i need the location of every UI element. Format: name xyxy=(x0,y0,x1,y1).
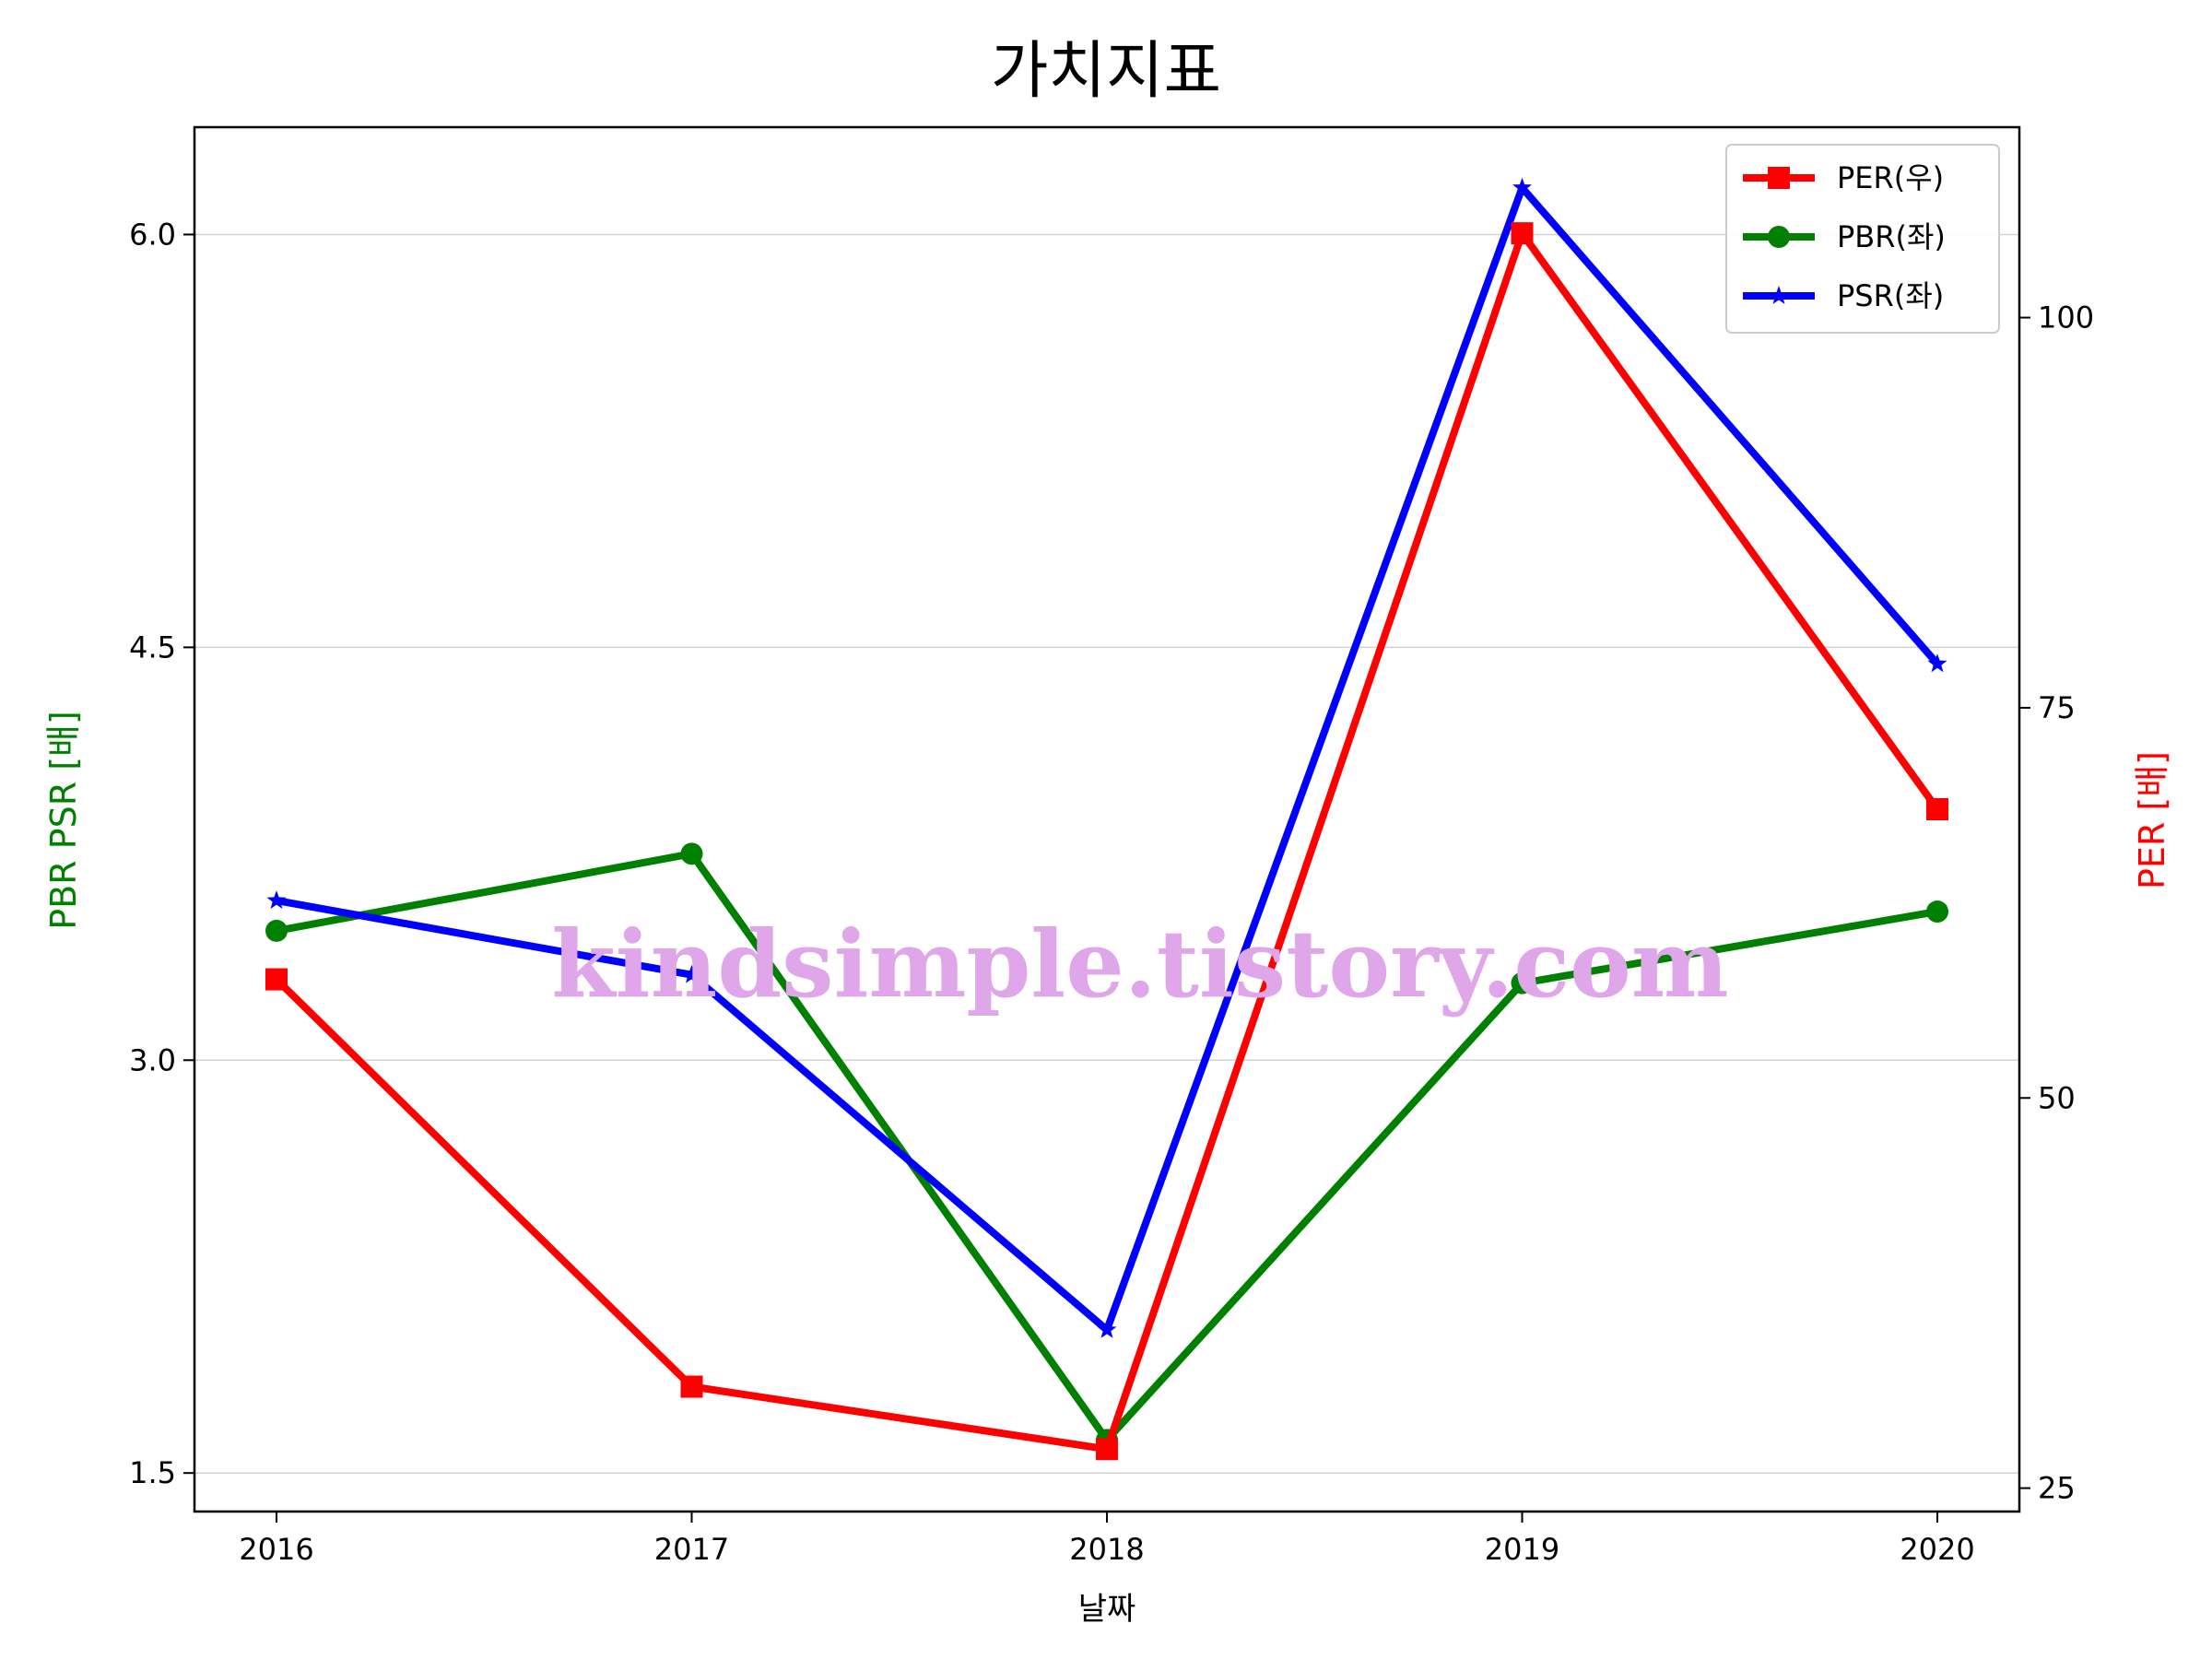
y-right-tick-label: 50 xyxy=(2038,1080,2076,1115)
y-axis-left: 1.5 3.0 4.5 6.0 xyxy=(129,217,194,1490)
y-left-tick-label: 1.5 xyxy=(129,1455,176,1490)
x-axis: 2016 2017 2018 2019 2020 xyxy=(239,1512,1975,1567)
data-point xyxy=(1927,653,1947,673)
legend-label: PSR(좌) xyxy=(1837,278,1944,313)
data-point xyxy=(1097,1319,1117,1338)
legend-marker xyxy=(1769,286,1789,304)
x-axis-label: 날짜 xyxy=(1078,1591,1136,1628)
series-square xyxy=(265,222,1948,1461)
data-point xyxy=(680,842,703,865)
legend-marker xyxy=(1768,167,1790,189)
y-axis-right: 25 50 75 100 xyxy=(2019,300,2094,1506)
y-left-tick-label: 3.0 xyxy=(129,1042,176,1077)
legend: PER(우) PBR(좌) PSR(좌) xyxy=(1725,144,2000,334)
data-point xyxy=(1511,222,1534,245)
series-line xyxy=(276,183,1941,1334)
legend-item: PBR(좌) xyxy=(1743,219,1946,254)
data-point xyxy=(1096,1438,1118,1461)
data-point xyxy=(1512,177,1532,196)
data-point xyxy=(682,964,701,983)
legend-item: PER(우) xyxy=(1743,160,1944,195)
series-line xyxy=(274,229,1941,1453)
legend-label: PER(우) xyxy=(1837,160,1944,195)
data-point xyxy=(1926,900,1948,924)
x-tick-label: 2018 xyxy=(1069,1532,1144,1567)
y-right-tick-label: 100 xyxy=(2038,300,2094,335)
series-star xyxy=(266,177,1947,1338)
legend-box xyxy=(1725,144,2000,334)
watermark: kindsimple.tistory.com xyxy=(551,910,1728,1018)
data-point xyxy=(265,968,288,991)
x-tick-label: 2016 xyxy=(239,1532,313,1567)
y-axis-right-label: PER [배] xyxy=(2132,751,2172,889)
data-point xyxy=(266,890,287,909)
chart-title: 가치지표 xyxy=(991,35,1221,108)
y-left-tick-label: 4.5 xyxy=(129,629,176,665)
grid xyxy=(194,233,2019,1474)
x-tick-label: 2019 xyxy=(1485,1532,1559,1567)
x-tick-label: 2020 xyxy=(1900,1532,1974,1567)
y-left-tick-label: 6.0 xyxy=(129,217,176,252)
series-layer xyxy=(265,177,1948,1461)
data-point xyxy=(1926,797,1948,820)
data-point xyxy=(680,1375,703,1398)
legend-marker xyxy=(1768,226,1790,248)
legend-item: PSR(좌) xyxy=(1743,278,1944,313)
y-right-tick-label: 75 xyxy=(2038,690,2076,725)
data-point xyxy=(1511,971,1534,994)
legend-label: PBR(좌) xyxy=(1837,219,1946,254)
x-tick-label: 2017 xyxy=(654,1532,729,1567)
plot-frame xyxy=(193,125,2021,1513)
y-right-tick-label: 25 xyxy=(2038,1471,2076,1506)
y-axis-left-label: PBR PSR [배] xyxy=(43,711,84,930)
data-point xyxy=(265,919,288,942)
